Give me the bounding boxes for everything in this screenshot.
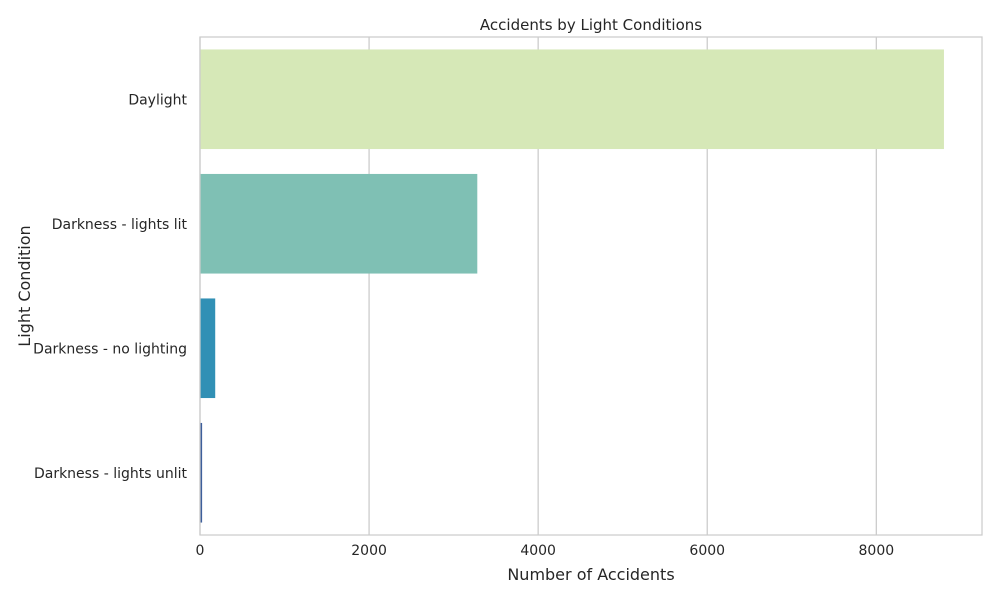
y-tick-labels: Daylight Darkness - lights lit Darkness - … bbox=[33, 92, 187, 482]
bar-darkness-lights-lit bbox=[200, 173, 478, 274]
y-tick-label: Darkness - no lighting bbox=[33, 341, 187, 357]
x-tick-label: 8000 bbox=[859, 543, 895, 559]
y-tick-label: Darkness - lights unlit bbox=[34, 466, 188, 482]
bars bbox=[200, 49, 944, 523]
y-tick-label: Daylight bbox=[128, 92, 187, 108]
x-tick-label: 4000 bbox=[520, 543, 556, 559]
bar-daylight bbox=[200, 49, 944, 150]
x-tick-label: 0 bbox=[196, 543, 205, 559]
bar-darkness-no-lighting bbox=[200, 298, 216, 399]
bar-darkness-lights-unlit bbox=[200, 422, 203, 523]
x-tick-labels: 0 2000 4000 6000 8000 bbox=[196, 543, 895, 559]
x-tick-label: 2000 bbox=[351, 543, 387, 559]
y-tick-label: Darkness - lights lit bbox=[52, 217, 188, 233]
plot-frame bbox=[199, 36, 983, 536]
x-axis-label: Number of Accidents bbox=[507, 565, 674, 584]
y-axis-label: Light Condition bbox=[15, 225, 34, 346]
chart-title: Accidents by Light Conditions bbox=[480, 16, 702, 34]
x-tick-label: 6000 bbox=[689, 543, 725, 559]
